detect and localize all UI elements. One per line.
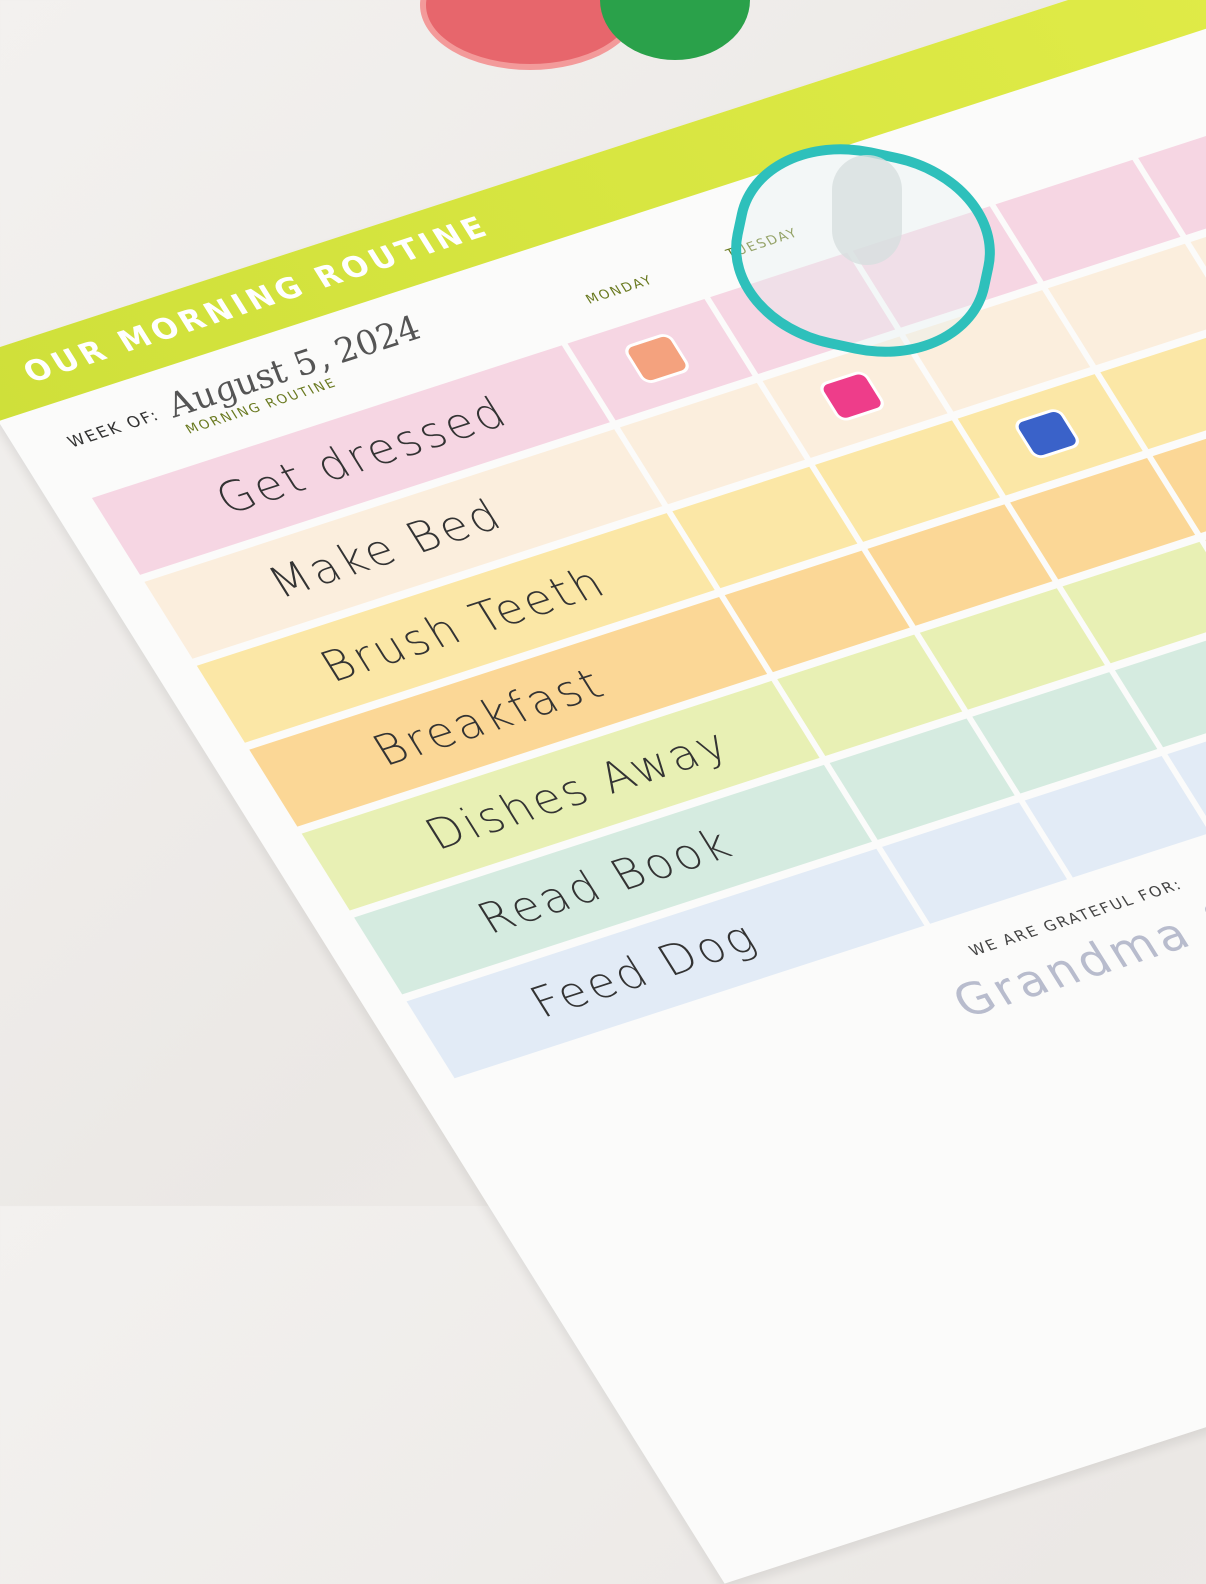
swimsuit-sticker-icon <box>816 369 888 424</box>
dress-sticker-icon <box>621 331 693 386</box>
pacifier-nipple <box>832 155 902 265</box>
washi-tape-roll-green <box>600 0 750 60</box>
tooth-sticker-icon <box>1011 406 1083 461</box>
